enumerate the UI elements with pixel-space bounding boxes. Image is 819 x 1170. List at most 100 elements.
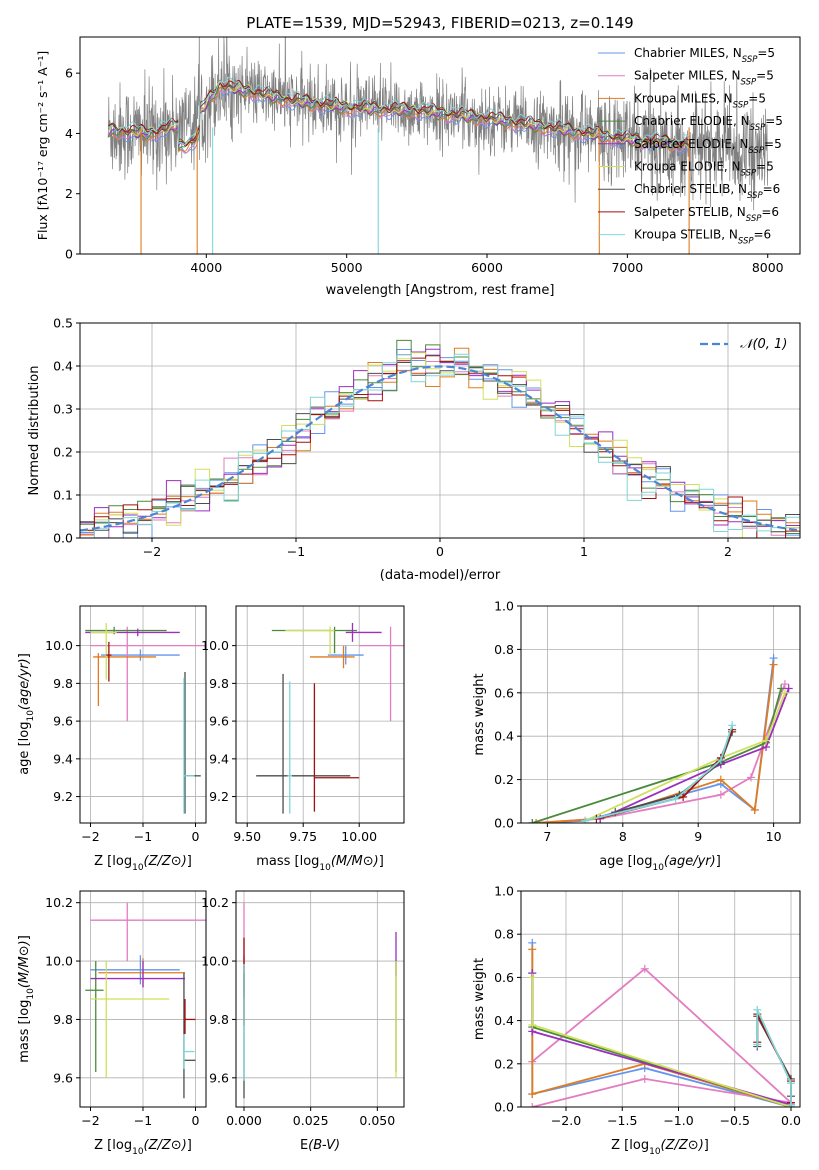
plot-area-age_vs_mass	[256, 622, 404, 814]
legend-entry-kroupa-stelib: Kroupa STELIB, NSSP​=6	[634, 228, 771, 247]
y-tick-label: 0.0	[494, 816, 514, 831]
errorbar-chabrier-miles	[327, 645, 364, 665]
x-axis-label-weight_vs_Z: Z [log10​(Z/Z⊙)]	[611, 1138, 709, 1157]
y-tick-label: 10.0	[201, 954, 229, 969]
y-tick-label: 1.0	[494, 884, 514, 899]
axes-residuals: −2 −1 0 1 2 0.0 0.1 0.2 0.3 0.4 0.5	[53, 316, 801, 559]
axes-age_vs_mass: 9.50 9.75 10.00 9.2 9.4 9.6 9.8 10.0	[201, 605, 405, 844]
model-spectrum-kroupa-elodie	[107, 80, 691, 150]
errorbar-kroupa-miles	[93, 653, 157, 707]
y-tick-label: 10.0	[45, 954, 73, 969]
x-axis-label-age_vs_Z: Z [log10​(Z/Z⊙)]	[94, 854, 192, 873]
figure-title: PLATE=1539, MJD=52943, FIBERID=0213, z=0…	[246, 14, 633, 32]
weight-line	[756, 1009, 792, 1105]
axes-mass_vs_Z: −2 −1 0 9.6 9.8 10.0 10.2	[45, 890, 207, 1128]
y-tick-label: 10.0	[201, 638, 229, 653]
errorbar-chabrier-stelib	[184, 672, 201, 814]
model-spectrum-chabrier-stelib	[107, 81, 691, 148]
errorbar-salpeter-elodie	[345, 622, 382, 642]
x-tick-label: 6000	[471, 260, 503, 275]
x-tick-label: −1	[134, 1113, 152, 1128]
weight-line	[532, 688, 782, 823]
errorbar-salpeter-miles	[359, 626, 404, 722]
x-axis-label-age_vs_mass: mass [log10​(M/M⊙)]	[256, 854, 384, 873]
x-tick-label: 4000	[190, 260, 222, 275]
x-tick-label: −1	[134, 829, 152, 844]
y-tick-label: 0.1	[53, 488, 73, 503]
y-axis-label-age_vs_Z: age [log10​(age/yr)]	[17, 653, 36, 775]
plot-area-age_vs_Z	[85, 622, 206, 814]
y-tick-label: 0.2	[494, 1056, 514, 1071]
y-tick-label: 0.2	[53, 445, 73, 460]
plot-area-mass_vs_ebv	[243, 902, 397, 1099]
x-tick-label: 10	[766, 829, 782, 844]
legend-entry-chabrier-miles: Chabrier MILES, NSSP​=5	[634, 46, 775, 65]
y-tick-label: 4	[65, 126, 73, 141]
errorbar-chabrier-elodie	[85, 626, 167, 635]
y-tick-label: 0	[65, 247, 73, 262]
errorbar-chabrier-stelib	[256, 673, 351, 814]
x-tick-label: 9	[694, 829, 702, 844]
x-tick-label: −1.0	[663, 1113, 693, 1128]
errorbar-kroupa-stelib	[183, 677, 195, 814]
plot-area-weight_vs_Z	[528, 938, 795, 1107]
y-tick-label: 9.4	[209, 751, 229, 766]
axes-mass_vs_ebv: 0.000 0.025 0.050 9.6 9.8 10.0 10.2	[201, 890, 405, 1128]
y-tick-label: 0.4	[494, 1013, 514, 1028]
x-axis-label-weight_vs_age: age [log10​(age/yr)]	[599, 854, 721, 873]
plot-area-mass_vs_Z	[85, 902, 206, 1099]
errorbar-chabrier-miles	[90, 955, 180, 985]
x-tick-label: −2.0	[551, 1113, 581, 1128]
legend-entry-salpeter-miles: Salpeter MILES, NSSP​=5	[634, 69, 774, 88]
errorbar-kroupa-elodie	[285, 626, 335, 656]
y-tick-label: 0.0	[494, 1100, 514, 1115]
plot-area-weight_vs_age	[528, 654, 793, 823]
errorbar-salpeter-miles	[90, 626, 206, 722]
axes-frame	[79, 36, 801, 255]
x-axis-label-mass_vs_Z: Z [log10​(Z/Z⊙)]	[94, 1138, 192, 1157]
y-tick-label: 0.6	[494, 685, 514, 700]
legend-entry-chabrier-stelib: Chabrier STELIB, NSSP​=6	[634, 182, 780, 201]
y-tick-label: 1.0	[494, 599, 514, 614]
x-tick-label: 0.0	[781, 1113, 801, 1128]
weight-line	[584, 725, 733, 822]
weight-line	[531, 973, 792, 1107]
errorbar-kroupa-miles	[98, 958, 185, 988]
y-tick-label: 2	[65, 186, 73, 201]
axes-weight_vs_Z: −2.0 −1.5 −1.0 −0.5 0.0 0.0 0.2 0.4 0.6 0.8 1.0	[494, 884, 801, 1129]
legend-entry-chabrier-elodie: Chabrier ELODIE, NSSP​=5	[634, 114, 783, 133]
model-spectrum-kroupa-stelib	[107, 76, 691, 146]
y-tick-label: 9.8	[209, 676, 229, 691]
axes-age_vs_Z: −2 −1 0 9.2 9.4 9.6 9.8 10.0	[45, 605, 207, 844]
weight-line	[536, 664, 775, 823]
x-tick-label: 9.50	[233, 829, 261, 844]
x-tick-label: 0	[436, 544, 444, 559]
x-tick-label: 0.000	[226, 1113, 262, 1128]
x-tick-label: 0	[192, 1113, 200, 1128]
y-tick-label: 9.2	[53, 789, 73, 804]
y-tick-label: 9.4	[53, 751, 73, 766]
axes-frame	[235, 890, 405, 1108]
weight-line	[756, 1015, 792, 1097]
y-tick-label: 9.6	[209, 714, 229, 729]
x-tick-label: 0.050	[359, 1113, 395, 1128]
axes-frame	[235, 605, 405, 824]
x-tick-label: 7000	[611, 260, 643, 275]
axes-frame	[520, 605, 801, 824]
errorbar-salpeter-stelib	[106, 641, 112, 682]
x-axis-label-mass_vs_ebv: E(B-V)	[300, 1138, 340, 1153]
weight-series-kroupa-stelib	[581, 721, 737, 823]
plot-area-residuals	[80, 339, 800, 538]
x-tick-label: −1.5	[607, 1113, 637, 1128]
errorbar-chabrier-miles	[101, 649, 180, 661]
x-tick-label: 8	[619, 829, 627, 844]
y-tick-label: 0.6	[494, 970, 514, 985]
axes-frame	[520, 890, 801, 1108]
y-tick-label: 0.2	[494, 772, 514, 787]
y-axis-label-weight_vs_Z: mass weight	[472, 958, 487, 1040]
y-axis-label-weight_vs_age: mass weight	[472, 673, 487, 755]
y-tick-label: 9.6	[53, 714, 73, 729]
weight-line	[532, 657, 775, 823]
legend-entry-kroupa-miles: Kroupa MILES, NSSP​=5	[634, 91, 766, 110]
